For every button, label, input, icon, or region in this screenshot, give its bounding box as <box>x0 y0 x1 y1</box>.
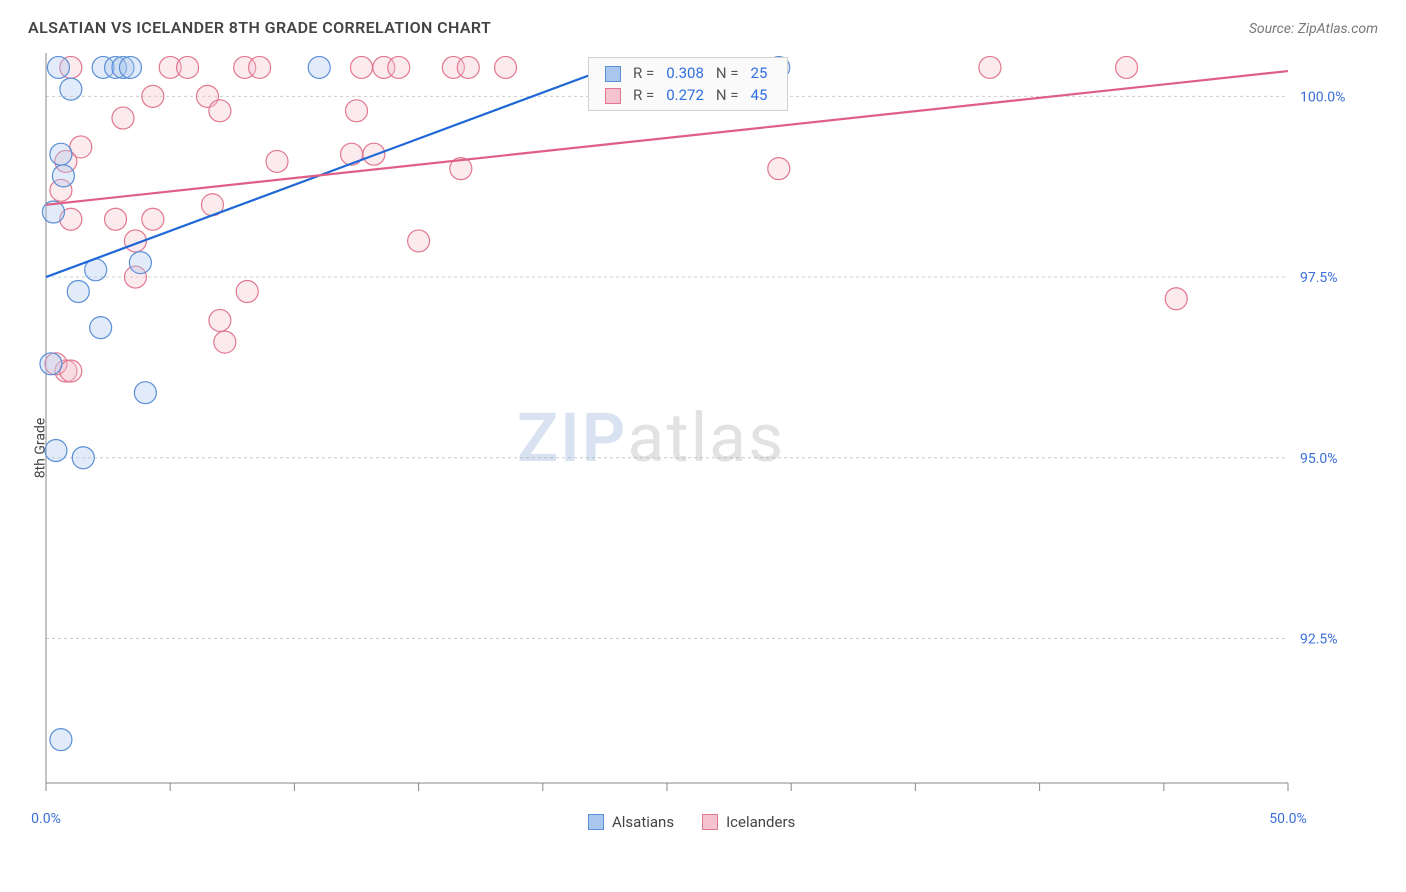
svg-text:92.5%: 92.5% <box>1300 631 1338 647</box>
data-point <box>142 85 164 107</box>
trend-line <box>46 60 630 277</box>
data-point <box>1165 288 1187 310</box>
data-point <box>341 143 363 165</box>
data-point <box>308 56 330 78</box>
stats-row-alsatians: R =0.308 N =25 <box>599 62 773 84</box>
scatter-plot: 92.5% 95.0% 97.5% 100.0% 0.0% 50.0% <box>28 43 1388 853</box>
swatch-alsatians-icon <box>588 814 604 830</box>
data-point <box>346 100 368 122</box>
stats-row-icelanders: R =0.272 N =45 <box>599 84 773 106</box>
data-point <box>112 107 134 129</box>
svg-text:0.0%: 0.0% <box>31 811 61 827</box>
svg-text:100.0%: 100.0% <box>1300 89 1345 105</box>
data-point <box>67 281 89 303</box>
data-point <box>90 317 112 339</box>
legend-item-icelanders: Icelanders <box>702 813 795 831</box>
data-point <box>129 252 151 274</box>
data-point <box>1116 56 1138 78</box>
data-point <box>142 208 164 230</box>
data-point <box>388 56 410 78</box>
data-point <box>768 158 790 180</box>
data-point <box>214 331 236 353</box>
swatch-icelanders-icon <box>702 814 718 830</box>
svg-text:95.0%: 95.0% <box>1300 451 1338 467</box>
svg-text:50.0%: 50.0% <box>1269 811 1307 827</box>
data-point <box>50 729 72 751</box>
data-point <box>72 447 94 469</box>
data-point <box>40 353 62 375</box>
data-point <box>177 56 199 78</box>
svg-text:97.5%: 97.5% <box>1300 270 1338 286</box>
data-point <box>408 230 430 252</box>
chart-area: 8th Grade 92.5% 95.0% 97.5% 100.0% 0.0% 50.0%… <box>28 43 1388 853</box>
swatch-icelanders-icon <box>605 88 621 104</box>
data-point <box>457 56 479 78</box>
data-point <box>249 56 271 78</box>
data-point <box>50 143 72 165</box>
data-point <box>209 309 231 331</box>
stats-legend: R =0.308 N =25 R =0.272 N =45 <box>588 57 788 111</box>
data-point <box>209 100 231 122</box>
data-point <box>134 382 156 404</box>
data-point <box>52 165 74 187</box>
data-point <box>495 56 517 78</box>
data-point <box>236 281 258 303</box>
data-point <box>119 56 141 78</box>
swatch-alsatians-icon <box>605 66 621 82</box>
data-point <box>47 56 69 78</box>
data-point <box>60 360 82 382</box>
y-axis-label: 8th Grade <box>32 418 48 479</box>
legend-label: Alsatians <box>612 813 674 831</box>
source-label: Source: ZipAtlas.com <box>1249 21 1378 37</box>
data-point <box>60 78 82 100</box>
data-point <box>350 56 372 78</box>
legend-label: Icelanders <box>726 813 795 831</box>
chart-title: ALSATIAN VS ICELANDER 8TH GRADE CORRELAT… <box>28 18 491 37</box>
data-point <box>266 150 288 172</box>
data-point <box>105 208 127 230</box>
legend-item-alsatians: Alsatians <box>588 813 674 831</box>
series-legend: Alsatians Icelanders <box>588 813 795 831</box>
data-point <box>979 56 1001 78</box>
